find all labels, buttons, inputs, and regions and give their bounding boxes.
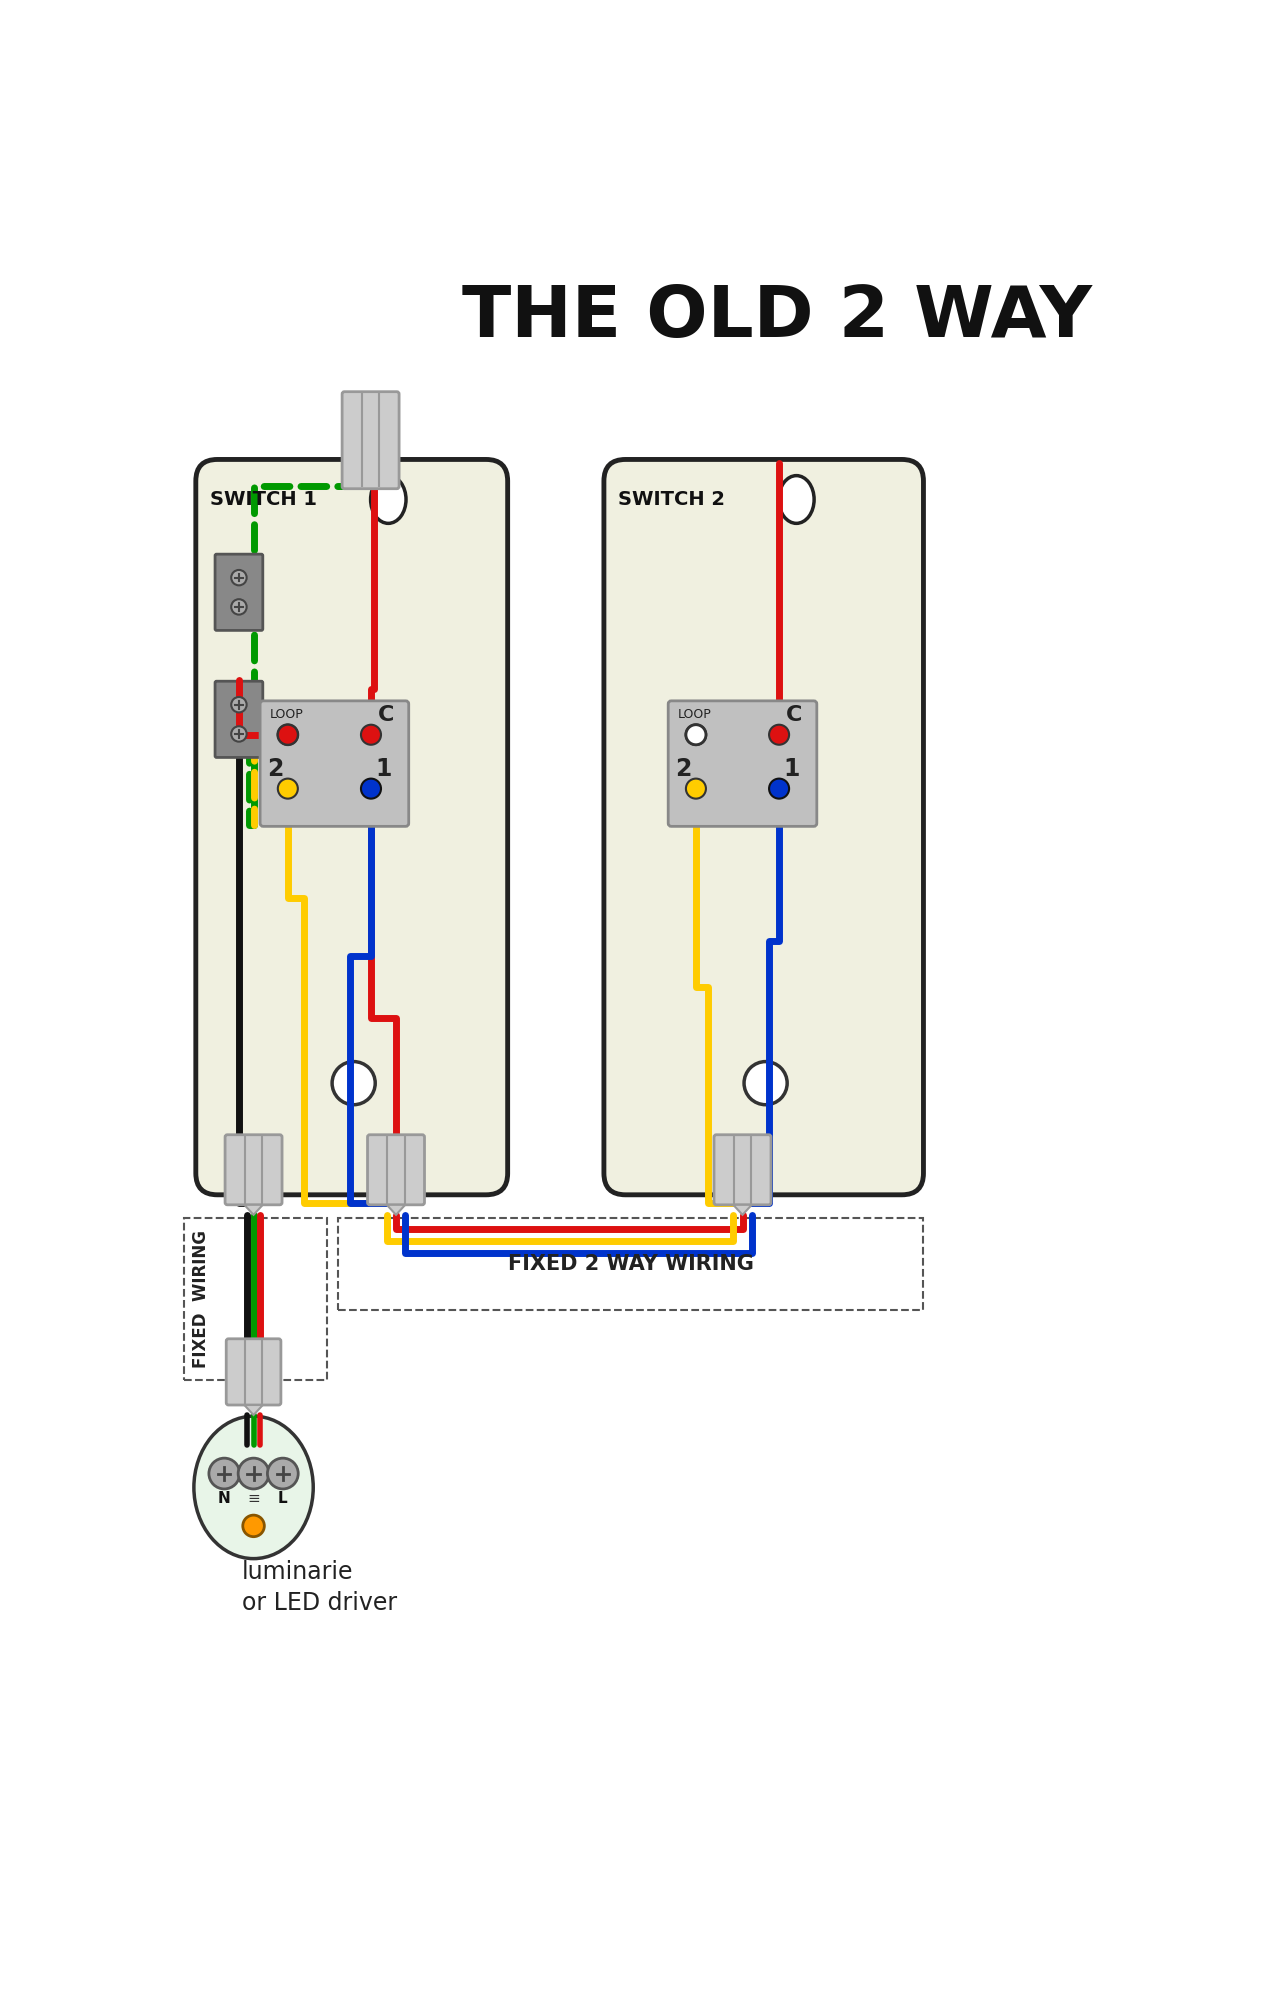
FancyBboxPatch shape	[196, 460, 508, 1194]
Circle shape	[332, 1062, 375, 1104]
Circle shape	[686, 724, 705, 744]
Text: LOOP: LOOP	[678, 708, 712, 722]
Circle shape	[231, 726, 246, 742]
Text: C: C	[378, 704, 394, 724]
FancyBboxPatch shape	[343, 392, 399, 488]
Text: L: L	[278, 1492, 288, 1506]
FancyBboxPatch shape	[260, 700, 408, 826]
Text: 1: 1	[784, 756, 800, 780]
Polygon shape	[244, 1204, 263, 1214]
Circle shape	[686, 724, 705, 744]
Circle shape	[278, 724, 298, 744]
Polygon shape	[244, 1406, 263, 1416]
Circle shape	[231, 570, 246, 586]
Ellipse shape	[370, 476, 406, 524]
Text: LOOP: LOOP	[269, 708, 303, 722]
Text: N: N	[217, 1492, 230, 1506]
Circle shape	[686, 778, 705, 798]
Circle shape	[362, 778, 380, 798]
FancyBboxPatch shape	[669, 700, 817, 826]
Text: ≡: ≡	[248, 1492, 260, 1506]
Text: 2: 2	[675, 756, 691, 780]
Text: 2: 2	[267, 756, 283, 780]
FancyBboxPatch shape	[604, 460, 924, 1194]
Circle shape	[744, 1062, 787, 1104]
Text: SWITCH 1: SWITCH 1	[210, 490, 317, 508]
Text: SWITCH 2: SWITCH 2	[618, 490, 724, 508]
Circle shape	[362, 724, 380, 744]
Circle shape	[278, 778, 298, 798]
Circle shape	[243, 1516, 264, 1536]
Circle shape	[769, 724, 789, 744]
FancyBboxPatch shape	[226, 1338, 281, 1406]
Text: THE OLD 2 WAY: THE OLD 2 WAY	[463, 282, 1092, 352]
Circle shape	[238, 1458, 269, 1488]
Bar	[185, 1218, 326, 1380]
Text: luminarie
or LED driver: luminarie or LED driver	[241, 1560, 397, 1616]
Ellipse shape	[779, 476, 814, 524]
Polygon shape	[387, 1204, 406, 1214]
Bar	[339, 1218, 924, 1310]
Text: FIXED  WIRING: FIXED WIRING	[192, 1230, 210, 1368]
Text: FIXED 2 WAY WIRING: FIXED 2 WAY WIRING	[508, 1254, 753, 1274]
Circle shape	[209, 1458, 240, 1488]
FancyBboxPatch shape	[368, 1134, 425, 1204]
Circle shape	[769, 778, 789, 798]
FancyBboxPatch shape	[225, 1134, 282, 1204]
Circle shape	[268, 1458, 298, 1488]
FancyBboxPatch shape	[215, 682, 263, 758]
Circle shape	[231, 696, 246, 712]
Text: C: C	[786, 704, 803, 724]
Ellipse shape	[193, 1416, 313, 1558]
Circle shape	[231, 600, 246, 614]
FancyBboxPatch shape	[215, 554, 263, 630]
Circle shape	[278, 724, 298, 744]
Text: 1: 1	[375, 756, 392, 780]
FancyBboxPatch shape	[714, 1134, 771, 1204]
Polygon shape	[733, 1204, 752, 1214]
